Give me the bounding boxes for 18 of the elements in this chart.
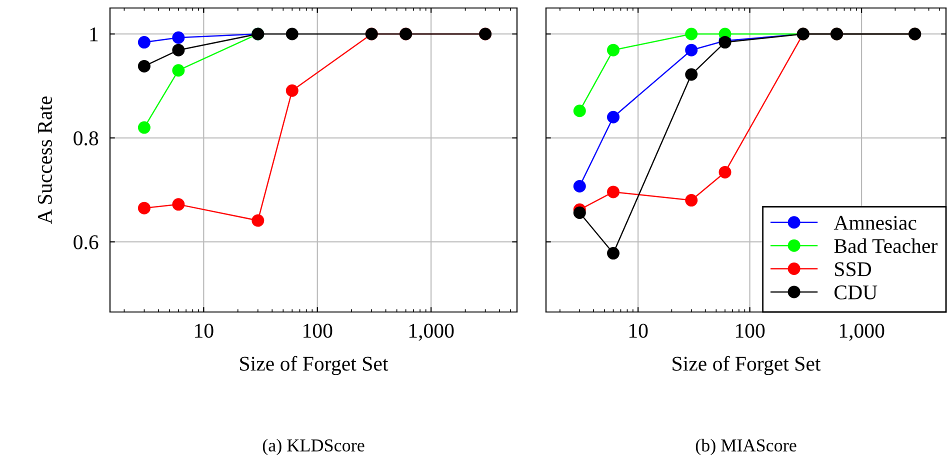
- legend-label: Amnesiac: [834, 216, 916, 230]
- x-axis-title: Size of Forget Set: [240, 356, 388, 376]
- x-tick-label: 100: [736, 324, 765, 338]
- legend-label: Bad Teacher: [834, 238, 938, 254]
- y-axis-title: A Success Rate: [38, 96, 52, 224]
- x-tick-label: 1,000: [409, 324, 454, 341]
- legend-label: SSD: [835, 262, 872, 276]
- text: (b) MIAScore: [696, 438, 796, 456]
- x-tick-label: 10: [195, 324, 214, 338]
- y-tick-label: 1: [90, 27, 98, 42]
- x-tick-label: 1,000: [840, 324, 884, 341]
- x-tick-label: 10: [629, 324, 648, 338]
- legend-label: CDU: [834, 285, 878, 300]
- x-axis-title: Size of Forget Set: [672, 356, 821, 376]
- x-tick-label: 100: [304, 324, 332, 338]
- y-tick-label: 0.6: [74, 235, 98, 250]
- text: (a) KLDScore: [262, 438, 364, 456]
- y-tick-label: 0.8: [74, 131, 98, 146]
